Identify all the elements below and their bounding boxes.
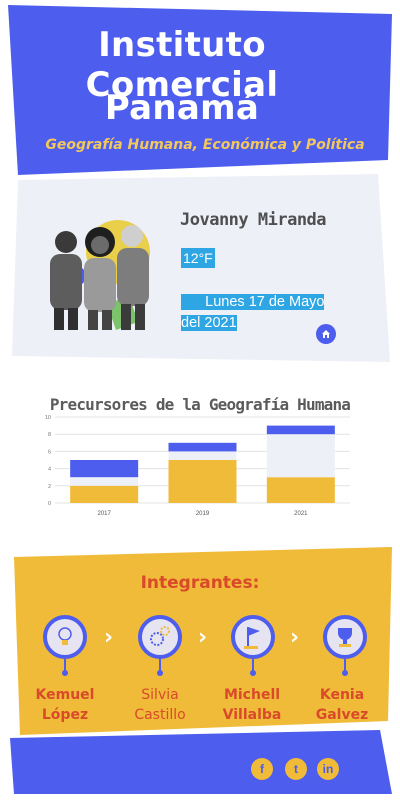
y-tick-label: 8 (48, 432, 51, 438)
chart-section: Precursores de la Geografía Humana 0 2 4 6 8… (0, 385, 400, 520)
bar-2021-series-1 (266, 477, 335, 503)
bar-2021-series-2 (266, 434, 335, 478)
profile-name: Jovanny Miranda (180, 210, 327, 230)
team-title: Integrantes: (140, 573, 260, 593)
member-name-2: Silvia Castillo (134, 687, 186, 723)
trophy-icon (323, 615, 367, 659)
team-background (14, 547, 392, 735)
bar-2017-series-3 (70, 460, 139, 478)
y-tick-label: 10 (45, 415, 51, 421)
home-icon (322, 330, 330, 338)
chevron-right-icon: › (290, 625, 300, 650)
member-name-1: Kemuel López (35, 687, 95, 723)
home-button[interactable] (316, 324, 336, 344)
chart-title: Precursores de la Geografía Humana (49, 395, 351, 414)
bar-2021-series-3 (266, 425, 335, 435)
bar-2017-series-1 (70, 485, 139, 503)
y-tick-label: 6 (48, 449, 51, 455)
header-background (8, 5, 392, 175)
facebook-icon[interactable]: f (251, 758, 273, 780)
stacked-bar-chart: 0 2 4 6 8 10 2017 2019 2021 (45, 415, 350, 517)
bar-2019-series-2 (168, 451, 237, 460)
date-label: Lunes 17 de Mayo del 2021 (181, 292, 327, 334)
lightbulb-icon (43, 615, 87, 659)
footer: f t in (0, 728, 400, 800)
bar-2019-series-1 (168, 460, 237, 503)
students-photo (50, 220, 150, 330)
page-subtitle: Geografía Humana, Económica y Política (45, 137, 365, 153)
member-name-3: Michell Villalba (222, 687, 282, 723)
date-line2: del 2021 (181, 315, 237, 331)
temperature-label: 12°F (181, 248, 215, 268)
member-name-4: Kenia Galvez (315, 687, 369, 723)
footer-background (10, 730, 392, 794)
bar-2017-series-2 (70, 477, 139, 486)
page-title: Instituto Comercial (85, 25, 279, 105)
linkedin-icon[interactable]: in (317, 758, 339, 780)
twitter-icon[interactable]: t (285, 758, 307, 780)
profile-card: Jovanny Miranda 12°F Lunes 17 de Mayo del… (0, 168, 400, 368)
member-connectors (62, 659, 348, 676)
page-title-second-line: Panamá (104, 88, 260, 128)
x-tick-label: 2021 (294, 511, 308, 517)
x-tick-label: 2017 (97, 511, 111, 517)
bar-2019-series-3 (168, 442, 237, 452)
y-tick-label: 4 (48, 467, 51, 473)
chevron-right-icon: › (104, 625, 114, 650)
date-line1: Lunes 17 de Mayo (205, 294, 325, 310)
team-section: Integrantes: › › › Kemuel López Silv (0, 545, 400, 740)
y-tick-label: 2 (48, 484, 51, 490)
gears-icon (138, 615, 182, 659)
header: Instituto Comercial Panamá Geografía Hum… (0, 0, 400, 180)
flag-icon (231, 615, 275, 659)
x-tick-label: 2019 (196, 511, 210, 517)
y-tick-label: 0 (48, 501, 51, 507)
chevron-right-icon: › (198, 625, 208, 650)
